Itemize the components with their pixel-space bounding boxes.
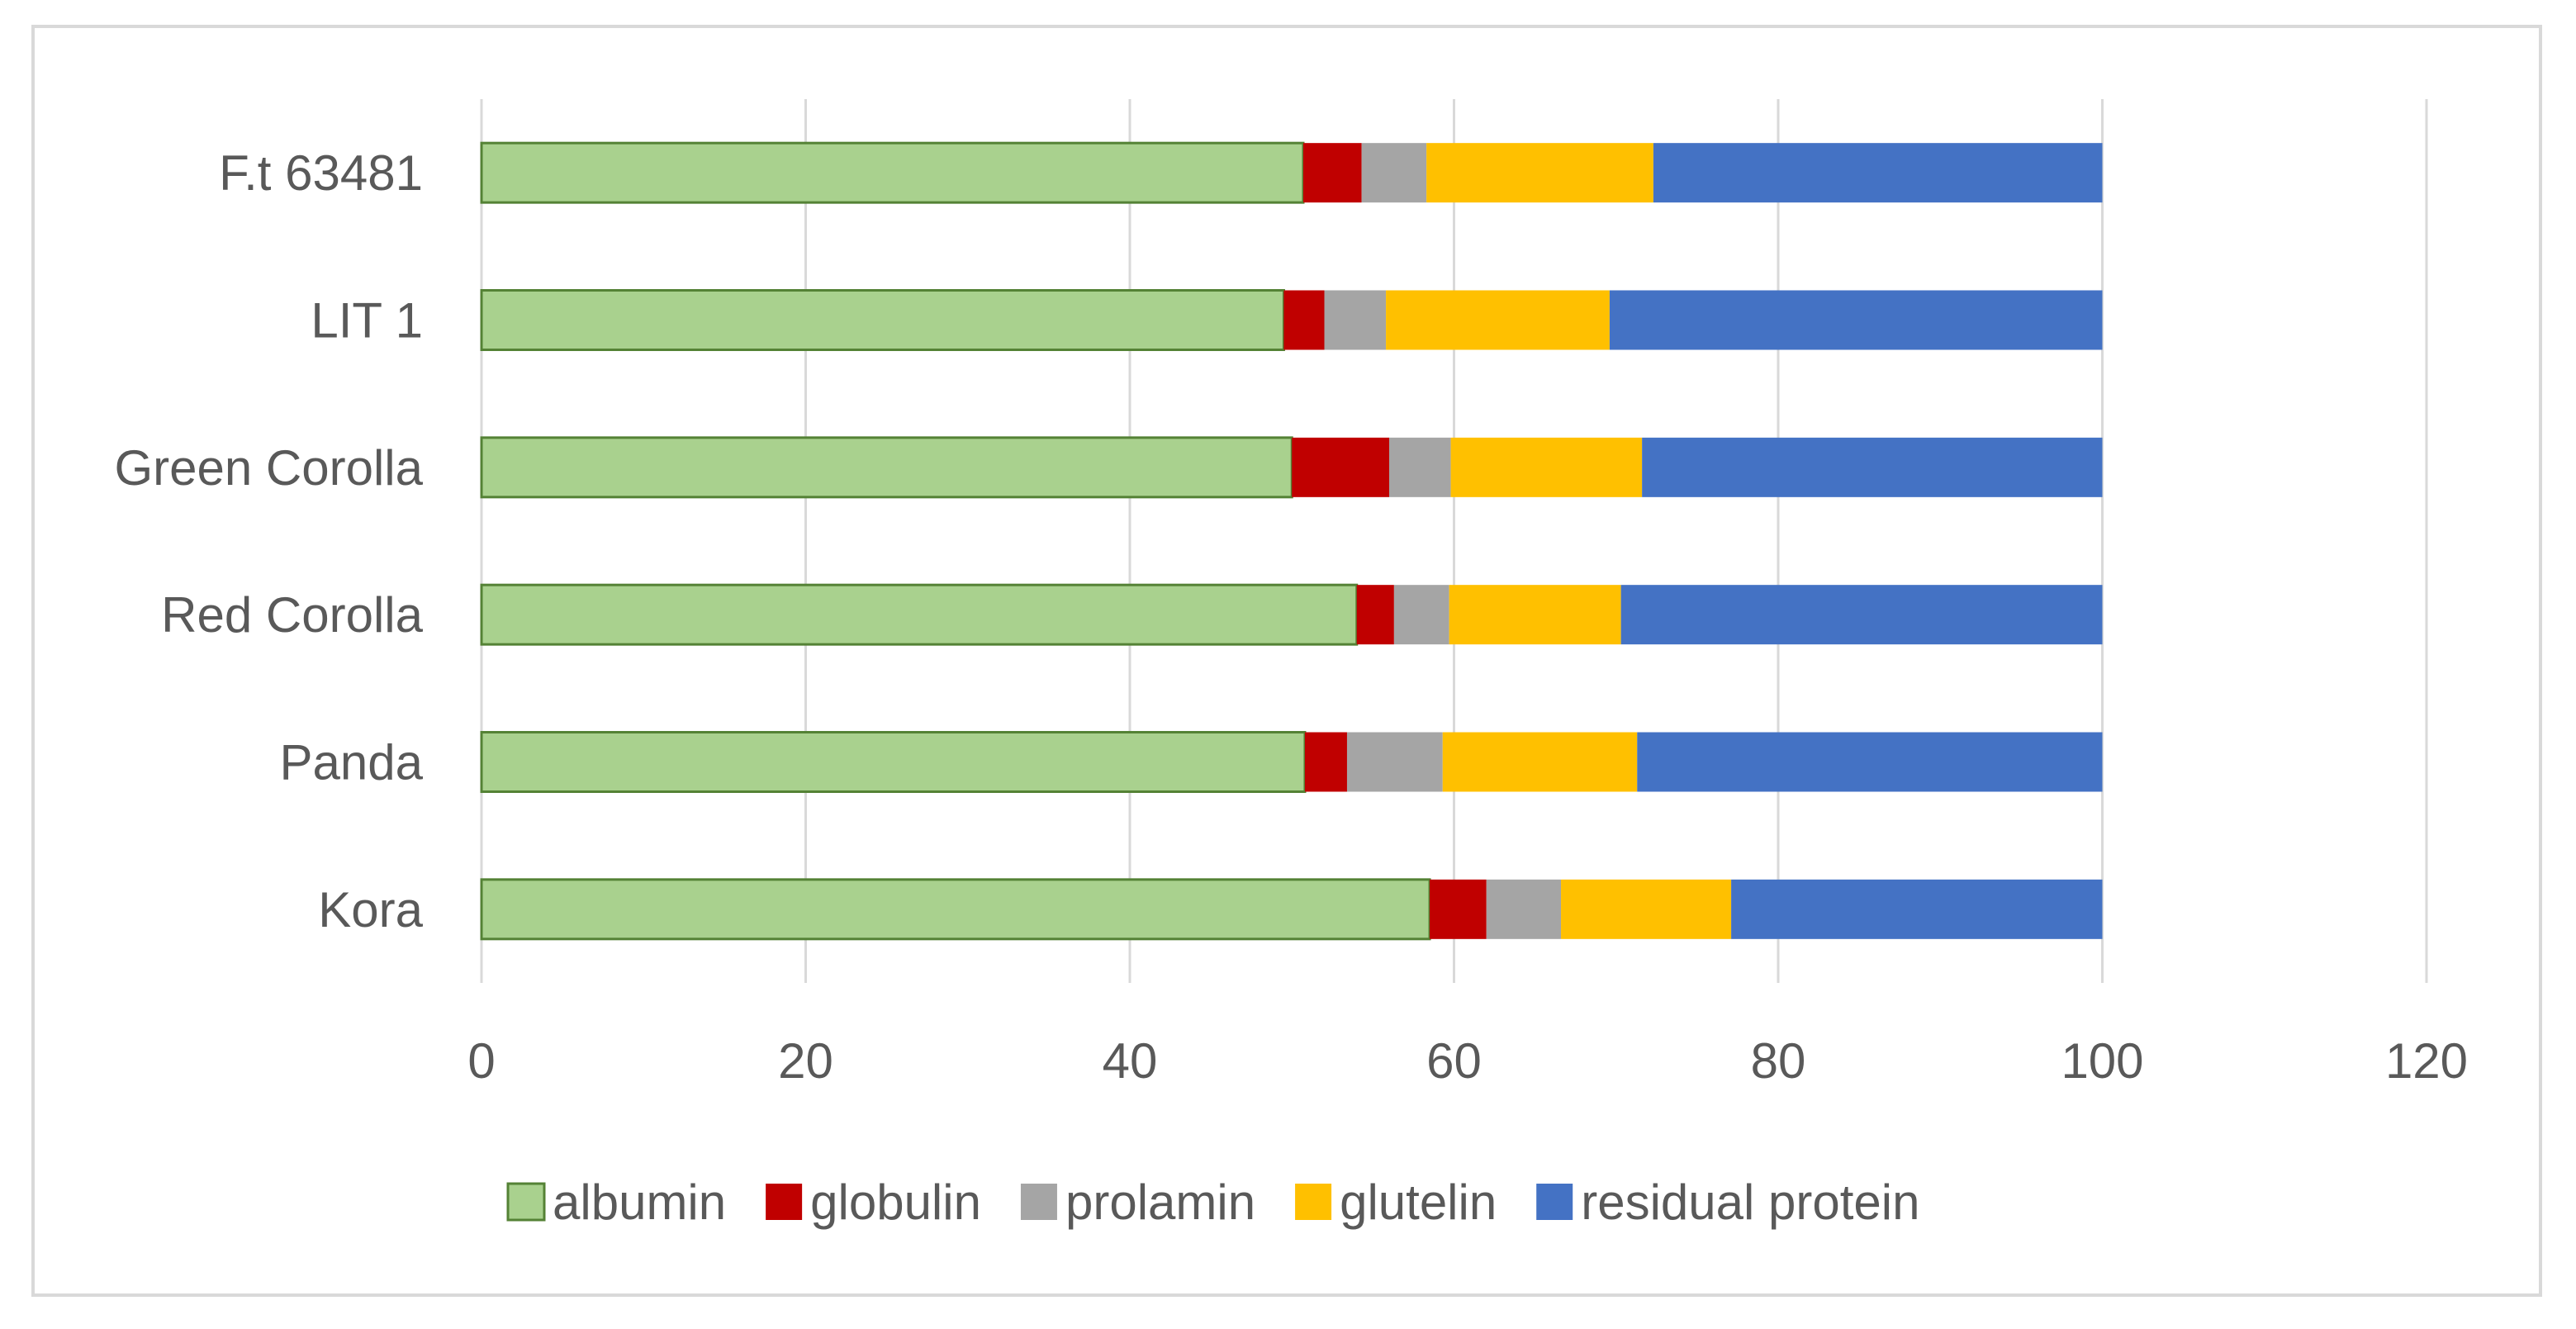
bars [480, 141, 2103, 941]
x-tick-label: 60 [1426, 1033, 1482, 1089]
category-label: Red Corolla [161, 587, 423, 643]
legend: albumin globulin prolamin glutelin residual … [506, 1175, 1919, 1230]
bar-glutelin-green-corolla [1450, 437, 1643, 497]
category-label: F.t 63481 [219, 145, 423, 201]
bar-glutelin-lit-1 [1386, 290, 1610, 350]
category-label: Kora [318, 882, 423, 937]
bar-albumin-green-corolla [480, 436, 1293, 499]
bar-glutelin-kora [1561, 879, 1732, 939]
x-axis-ticks: 0 20 40 60 80 100 120 [467, 1033, 2468, 1089]
bar-albumin-panda [480, 731, 1307, 793]
bar-prolamin-panda [1346, 732, 1443, 792]
bar-prolamin-f-t-63481 [1361, 143, 1427, 203]
bar-prolamin-lit-1 [1324, 290, 1387, 350]
category-label: LIT 1 [311, 293, 423, 349]
bar-globulin-green-corolla [1292, 437, 1389, 497]
category-label: Green Corolla [114, 440, 423, 496]
bar-residual-protein-red-corolla [1620, 585, 2103, 645]
bar-residual-protein-panda [1637, 732, 2103, 792]
legend-label-glutelin: glutelin [1340, 1175, 1497, 1230]
legend-label-albumin: albumin [553, 1175, 726, 1230]
bar-albumin-kora [480, 878, 1431, 941]
x-tick-label: 120 [2385, 1033, 2468, 1089]
bar-globulin-red-corolla [1356, 585, 1394, 645]
bar-globulin-kora [1430, 879, 1487, 939]
bar-residual-protein-lit-1 [1609, 290, 2103, 350]
x-tick-label: 20 [778, 1033, 833, 1089]
bar-residual-protein-f-t-63481 [1653, 143, 2103, 203]
x-tick-label: 80 [1751, 1033, 1806, 1089]
bar-globulin-f-t-63481 [1302, 143, 1362, 203]
bar-globulin-panda [1304, 732, 1347, 792]
x-tick-label: 100 [2061, 1033, 2143, 1089]
bar-albumin-lit-1 [480, 289, 1285, 351]
bar-residual-protein-green-corolla [1642, 437, 2103, 497]
bar-albumin-red-corolla [480, 583, 1359, 646]
bar-globulin-lit-1 [1283, 290, 1325, 350]
legend-swatch-albumin [506, 1182, 546, 1222]
legend-label-residual-protein: residual protein [1581, 1175, 1919, 1230]
legend-label-globulin: globulin [810, 1175, 981, 1230]
bar-prolamin-red-corolla [1393, 585, 1449, 645]
legend-swatch-globulin [766, 1184, 803, 1220]
legend-swatch-residual-protein [1536, 1184, 1573, 1220]
bar-residual-protein-kora [1731, 879, 2103, 939]
legend-swatch-prolamin [1020, 1184, 1057, 1220]
bar-glutelin-panda [1442, 732, 1638, 792]
legend-label-prolamin: prolamin [1065, 1175, 1255, 1230]
bar-glutelin-red-corolla [1449, 585, 1621, 645]
bar-glutelin-f-t-63481 [1426, 143, 1653, 203]
bar-albumin-f-t-63481 [480, 141, 1305, 204]
category-label: Panda [280, 735, 424, 790]
chart-frame [31, 25, 2542, 1297]
category-labels: F.t 63481 LIT 1 Green Corolla Red Corolla Pa… [114, 145, 423, 937]
bar-prolamin-green-corolla [1389, 437, 1451, 497]
x-tick-label: 0 [467, 1033, 495, 1089]
legend-swatch-glutelin [1295, 1184, 1332, 1220]
x-tick-label: 40 [1103, 1033, 1158, 1089]
bar-prolamin-kora [1486, 879, 1562, 939]
gridlines [480, 99, 2428, 983]
